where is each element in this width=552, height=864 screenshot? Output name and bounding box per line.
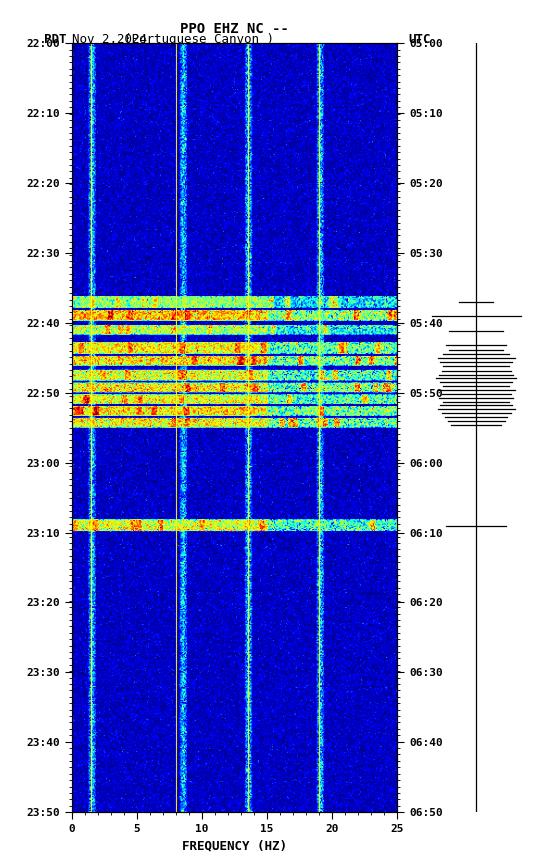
Text: (Portuguese Canyon ): (Portuguese Canyon ) <box>124 33 274 46</box>
Text: Nov 2,2024: Nov 2,2024 <box>72 33 147 46</box>
Text: PPO EHZ NC --: PPO EHZ NC -- <box>180 22 289 35</box>
Text: PDT: PDT <box>44 33 67 46</box>
X-axis label: FREQUENCY (HZ): FREQUENCY (HZ) <box>182 840 287 853</box>
Text: UTC: UTC <box>408 33 431 46</box>
